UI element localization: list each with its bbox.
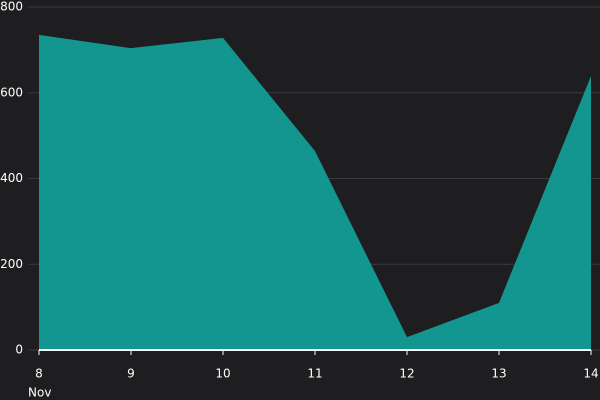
x-tick-label: 11 bbox=[307, 367, 322, 381]
x-tick-label: 10 bbox=[215, 367, 230, 381]
x-period-label: Nov bbox=[28, 386, 51, 400]
y-tick-label: 200 bbox=[0, 257, 23, 271]
y-tick-label: 600 bbox=[0, 85, 23, 99]
area bbox=[39, 34, 591, 351]
x-tick-label: 9 bbox=[127, 367, 135, 381]
x-tick-label: 14 bbox=[583, 367, 598, 381]
x-tick-label: 13 bbox=[491, 367, 506, 381]
y-tick-label: 400 bbox=[0, 171, 23, 185]
y-tick-label: 800 bbox=[0, 0, 23, 14]
y-tick-label: 0 bbox=[15, 343, 23, 357]
x-tick-label: 8 bbox=[35, 367, 43, 381]
x-tick-label: 12 bbox=[399, 367, 414, 381]
